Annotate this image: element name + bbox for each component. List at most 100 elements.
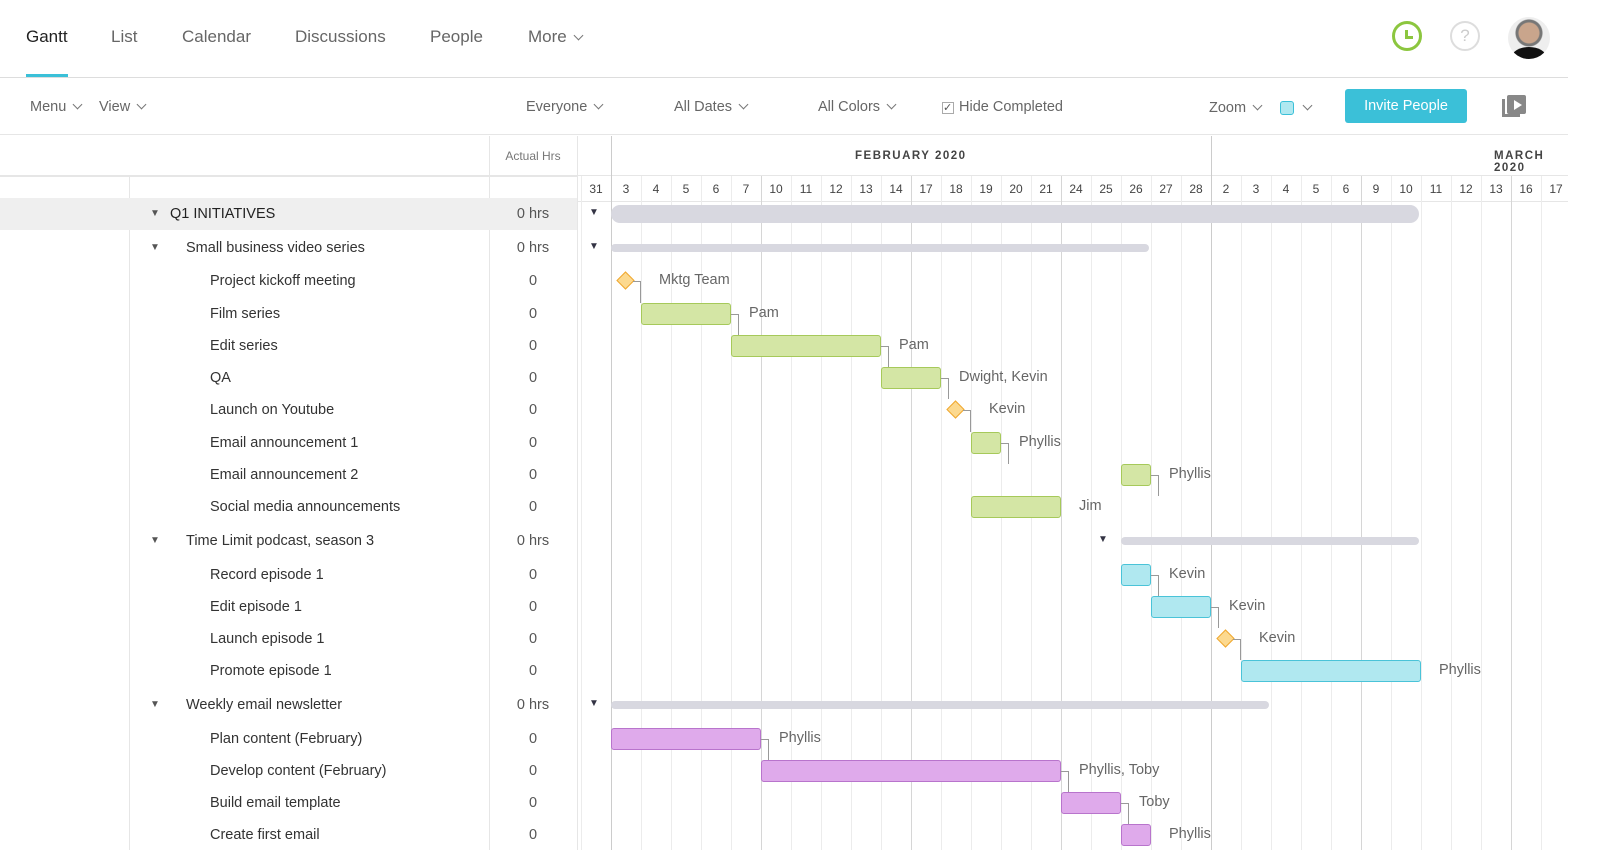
- task-row[interactable]: Email announcement 2 0: [0, 459, 577, 491]
- tab-list[interactable]: List: [111, 27, 138, 46]
- collapse-triangle-icon[interactable]: ▼: [150, 535, 160, 546]
- view-label: View: [99, 99, 131, 115]
- invite-people-button[interactable]: Invite People: [1345, 89, 1467, 123]
- color-picker-dropdown[interactable]: [1280, 100, 1313, 116]
- task-bar[interactable]: [611, 728, 761, 750]
- zoom-label: Zoom: [1209, 100, 1247, 116]
- task-bar[interactable]: [1061, 792, 1121, 814]
- hide-completed-toggle[interactable]: ✓ Hide Completed: [942, 99, 1063, 115]
- video-tutorial-icon[interactable]: [1502, 95, 1526, 119]
- checkbox-checked-icon[interactable]: ✓: [942, 102, 954, 114]
- task-row[interactable]: Develop content (February) 0: [0, 755, 577, 787]
- people-filter[interactable]: Everyone: [526, 99, 604, 115]
- tab-discussions[interactable]: Discussions: [295, 27, 386, 46]
- task-name[interactable]: QA: [210, 370, 231, 386]
- view-dropdown[interactable]: View: [99, 99, 147, 115]
- dates-filter[interactable]: All Dates: [674, 99, 749, 115]
- task-row[interactable]: Film series 0: [0, 298, 577, 330]
- task-row[interactable]: Record episode 1 0: [0, 559, 577, 591]
- task-name[interactable]: Launch episode 1: [210, 631, 325, 647]
- task-row[interactable]: ▼ Q1 INITIATIVES 0 hrs: [0, 198, 577, 230]
- task-bar[interactable]: [881, 367, 941, 389]
- task-row[interactable]: ▼ Small business video series 0 hrs: [0, 232, 577, 264]
- task-name[interactable]: Build email template: [210, 795, 341, 811]
- collapse-triangle-icon[interactable]: ▼: [150, 699, 160, 710]
- task-bar[interactable]: [641, 303, 731, 325]
- task-name[interactable]: Small business video series: [186, 240, 365, 256]
- task-name[interactable]: Launch on Youtube: [210, 402, 335, 418]
- task-name[interactable]: Project kickoff meeting: [210, 273, 356, 289]
- task-name[interactable]: Edit series: [210, 338, 278, 354]
- collapse-triangle-icon[interactable]: ▼: [589, 207, 599, 218]
- task-name[interactable]: Plan content (February): [210, 731, 363, 747]
- summary-bar[interactable]: [611, 701, 1269, 709]
- zoom-dropdown[interactable]: Zoom: [1209, 100, 1263, 116]
- assignee-label: Phyllis: [1169, 826, 1211, 842]
- actual-hrs-value: 0 hrs: [516, 697, 550, 713]
- collapse-triangle-icon[interactable]: ▼: [150, 208, 160, 219]
- task-name[interactable]: Film series: [210, 306, 281, 322]
- task-name[interactable]: Social media announcements: [210, 499, 401, 515]
- task-name[interactable]: Email announcement 2: [210, 467, 359, 483]
- task-bar[interactable]: [1151, 596, 1211, 618]
- task-name[interactable]: Promote episode 1: [210, 663, 332, 679]
- task-row[interactable]: Email announcement 1 0: [0, 427, 577, 459]
- tab-people[interactable]: People: [430, 27, 483, 46]
- collapse-triangle-icon[interactable]: ▼: [589, 241, 599, 252]
- task-row[interactable]: Create first email 0: [0, 819, 577, 851]
- dependency-connector: [761, 739, 769, 760]
- milestone-diamond[interactable]: [946, 400, 965, 419]
- task-row[interactable]: Social media announcements 0: [0, 491, 577, 523]
- day-label: 11: [799, 182, 813, 196]
- task-bar[interactable]: [971, 432, 1001, 454]
- time-tracking-clock-icon[interactable]: [1392, 21, 1422, 51]
- task-name[interactable]: Weekly email newsletter: [186, 697, 343, 713]
- day-gridline: [1211, 136, 1212, 850]
- task-row[interactable]: Build email template 0: [0, 787, 577, 819]
- collapse-triangle-icon[interactable]: ▼: [150, 242, 160, 253]
- task-row[interactable]: QA 0: [0, 362, 577, 394]
- task-row[interactable]: Launch episode 1 0: [0, 623, 577, 655]
- task-bar[interactable]: [731, 335, 881, 357]
- task-bar[interactable]: [1121, 564, 1151, 586]
- menu-dropdown[interactable]: Menu: [30, 99, 83, 115]
- tab-calendar[interactable]: Calendar: [182, 27, 251, 46]
- summary-bar[interactable]: [611, 244, 1149, 252]
- task-bar[interactable]: [1241, 660, 1421, 682]
- task-row[interactable]: ▼ Weekly email newsletter 0 hrs: [0, 689, 577, 721]
- task-name[interactable]: Email announcement 1: [210, 435, 359, 451]
- task-row[interactable]: Project kickoff meeting 0: [0, 265, 577, 297]
- task-name[interactable]: Edit episode 1: [210, 599, 302, 615]
- colors-filter[interactable]: All Colors: [818, 99, 897, 115]
- task-name[interactable]: Time Limit podcast, season 3: [186, 533, 375, 549]
- collapse-triangle-icon[interactable]: ▼: [1098, 534, 1108, 545]
- tab-gantt[interactable]: Gantt: [26, 27, 68, 77]
- task-name[interactable]: Record episode 1: [210, 567, 324, 583]
- tab-more[interactable]: More: [528, 27, 584, 47]
- chevron-down-icon: [886, 99, 897, 110]
- collapse-triangle-icon[interactable]: ▼: [589, 698, 599, 709]
- dependency-connector: [633, 281, 641, 303]
- day-label: 24: [1069, 182, 1083, 196]
- summary-bar[interactable]: [611, 205, 1419, 223]
- task-row[interactable]: Plan content (February) 0: [0, 723, 577, 755]
- milestone-diamond[interactable]: [616, 271, 635, 290]
- help-icon[interactable]: ?: [1450, 21, 1480, 51]
- day-gridline: [1271, 176, 1272, 850]
- milestone-diamond[interactable]: [1216, 629, 1235, 648]
- task-row[interactable]: Launch on Youtube 0: [0, 394, 577, 426]
- task-bar[interactable]: [761, 760, 1061, 782]
- task-name[interactable]: Create first email: [210, 827, 320, 843]
- user-avatar[interactable]: [1508, 17, 1550, 59]
- task-name[interactable]: Q1 INITIATIVES: [170, 206, 276, 222]
- task-row[interactable]: Promote episode 1 0: [0, 655, 577, 687]
- task-bar[interactable]: [971, 496, 1061, 518]
- day-gridline: [671, 176, 672, 850]
- task-bar[interactable]: [1121, 464, 1151, 486]
- task-bar[interactable]: [1121, 824, 1151, 846]
- task-row[interactable]: ▼ Time Limit podcast, season 3 0 hrs: [0, 525, 577, 557]
- summary-bar[interactable]: [1121, 537, 1419, 545]
- task-name[interactable]: Develop content (February): [210, 763, 387, 779]
- task-row[interactable]: Edit episode 1 0: [0, 591, 577, 623]
- task-row[interactable]: Edit series 0: [0, 330, 577, 362]
